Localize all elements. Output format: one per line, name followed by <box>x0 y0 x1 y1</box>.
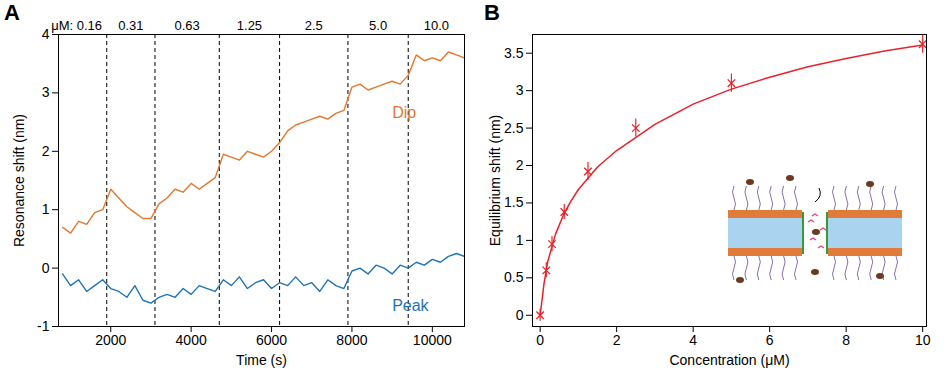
svg-text:0.63: 0.63 <box>174 18 199 33</box>
svg-text:0.31: 0.31 <box>118 18 143 33</box>
svg-text:8: 8 <box>842 332 850 348</box>
svg-text:0: 0 <box>536 332 544 348</box>
svg-text:2: 2 <box>42 143 50 159</box>
svg-text:2: 2 <box>516 157 524 173</box>
svg-text:3: 3 <box>516 82 524 98</box>
svg-text:Equilibrium shift (nm): Equilibrium shift (nm) <box>487 115 503 246</box>
svg-text:3.5: 3.5 <box>504 45 524 61</box>
svg-text:6: 6 <box>766 332 774 348</box>
svg-text:4: 4 <box>689 332 697 348</box>
svg-text:2.5: 2.5 <box>305 18 323 33</box>
svg-text:8000: 8000 <box>336 332 367 348</box>
svg-text:Peak: Peak <box>392 297 429 314</box>
svg-text:0: 0 <box>42 260 50 276</box>
svg-text:2000: 2000 <box>95 332 126 348</box>
svg-text:Concentration (μM): Concentration (μM) <box>669 352 789 368</box>
svg-text:5.0: 5.0 <box>369 18 387 33</box>
svg-text:0.5: 0.5 <box>504 269 524 285</box>
svg-text:6000: 6000 <box>256 332 287 348</box>
svg-text:10: 10 <box>915 332 931 348</box>
svg-text:2.5: 2.5 <box>504 120 524 136</box>
html-text:A: A <box>4 0 20 25</box>
svg-text:3: 3 <box>42 84 50 100</box>
svg-text:1: 1 <box>516 232 524 248</box>
svg-text:2: 2 <box>613 332 621 348</box>
svg-text:4000: 4000 <box>176 332 207 348</box>
svg-text:-1: -1 <box>37 318 50 334</box>
html-text:B: B <box>484 0 500 25</box>
svg-text:1: 1 <box>42 201 50 217</box>
svg-text:Dip: Dip <box>392 104 416 121</box>
svg-text:10.0: 10.0 <box>424 18 449 33</box>
svg-text:4: 4 <box>42 26 50 42</box>
svg-text:10000: 10000 <box>413 332 452 348</box>
svg-text:μM: 0.16: μM: 0.16 <box>51 18 102 33</box>
svg-text:0: 0 <box>516 307 524 323</box>
svg-text:Time (s): Time (s) <box>236 352 287 368</box>
svg-text:Resonance shift (nm): Resonance shift (nm) <box>11 114 27 247</box>
svg-text:1.25: 1.25 <box>237 18 262 33</box>
svg-text:1.5: 1.5 <box>504 194 524 210</box>
